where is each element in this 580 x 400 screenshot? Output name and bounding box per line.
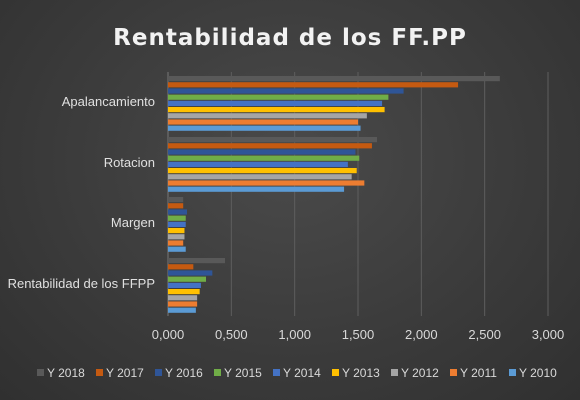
legend-swatch-2: [155, 369, 162, 376]
bar-margen-y-2018: [168, 197, 184, 203]
bar-margen-y-2014: [168, 221, 186, 227]
legend-label-1: Y 2017: [106, 366, 144, 380]
x-tick-label-1: 0,500: [215, 327, 248, 342]
x-tick-label-3: 1,500: [342, 327, 375, 342]
bar-rentabilidad-de-los-ffpp-y-2018: [168, 258, 225, 264]
bar-rentabilidad-de-los-ffpp-y-2012: [168, 295, 198, 301]
bar-rotacion-y-2016: [168, 149, 356, 155]
legend-swatch-6: [391, 369, 398, 376]
x-tick-label-6: 3,000: [532, 327, 565, 342]
legend-swatch-0: [37, 369, 44, 376]
x-tick-label-4: 2,000: [405, 327, 438, 342]
legend-label-8: Y 2010: [519, 366, 557, 380]
bar-margen-y-2015: [168, 215, 186, 221]
bar-rotacion-y-2015: [168, 155, 360, 161]
bar-rentabilidad-de-los-ffpp-y-2015: [168, 276, 206, 282]
bars: [168, 76, 500, 313]
category-label-1: Rotacion: [104, 155, 155, 170]
bar-apalancamiento-y-2011: [168, 119, 358, 125]
bar-rotacion-y-2010: [168, 186, 345, 192]
bar-rentabilidad-de-los-ffpp-y-2016: [168, 270, 213, 276]
bar-margen-y-2013: [168, 228, 185, 234]
legend-swatch-3: [214, 369, 221, 376]
bar-apalancamiento-y-2012: [168, 113, 367, 119]
category-label-3: Rentabilidad de los FFPP: [8, 276, 155, 291]
bar-apalancamiento-y-2017: [168, 82, 459, 88]
x-tick-label-2: 1,000: [278, 327, 311, 342]
legend-swatch-1: [96, 369, 103, 376]
category-labels: Apalancamiento Rotacion Margen Rentabilidad…: [8, 94, 155, 291]
bar-apalancamiento-y-2014: [168, 100, 383, 106]
bar-margen-y-2012: [168, 234, 185, 240]
bar-rentabilidad-de-los-ffpp-y-2011: [168, 301, 198, 307]
legend-label-5: Y 2013: [342, 366, 380, 380]
bar-rotacion-y-2014: [168, 161, 348, 167]
legend-label-0: Y 2018: [47, 366, 85, 380]
bar-rentabilidad-de-los-ffpp-y-2017: [168, 264, 194, 270]
x-tick-label-5: 2,500: [468, 327, 501, 342]
gridlines: [167, 72, 549, 316]
bar-rentabilidad-de-los-ffpp-y-2010: [168, 307, 196, 313]
bar-apalancamiento-y-2018: [168, 76, 500, 82]
bar-margen-y-2017: [168, 203, 184, 209]
bar-apalancamiento-y-2016: [168, 88, 404, 94]
bar-rotacion-y-2013: [168, 168, 357, 174]
legend-label-6: Y 2012: [401, 366, 439, 380]
bar-rotacion-y-2017: [168, 143, 372, 149]
bar-rotacion-y-2018: [168, 137, 377, 143]
legend-label-2: Y 2016: [165, 366, 203, 380]
bar-apalancamiento-y-2015: [168, 94, 389, 100]
bar-rotacion-y-2012: [168, 174, 352, 180]
legend-label-3: Y 2015: [224, 366, 262, 380]
legend-swatch-4: [273, 369, 280, 376]
legend-swatch-8: [509, 369, 516, 376]
bar-margen-y-2011: [168, 240, 184, 246]
chart-title: Rentabilidad de los FF.PP: [113, 25, 467, 51]
bar-margen-y-2016: [168, 209, 187, 215]
legend: Y 2018 Y 2017 Y 2016 Y 2015 Y 2014 Y 2013 Y 20…: [37, 366, 557, 380]
bar-rentabilidad-de-los-ffpp-y-2013: [168, 289, 200, 295]
x-tick-label-0: 0,000: [152, 327, 185, 342]
category-label-0: Apalancamiento: [62, 94, 155, 109]
bar-apalancamiento-y-2010: [168, 125, 361, 131]
bar-rotacion-y-2011: [168, 180, 365, 186]
legend-label-7: Y 2011: [460, 366, 497, 380]
bar-apalancamiento-y-2013: [168, 107, 385, 113]
bar-margen-y-2010: [168, 246, 186, 252]
category-label-2: Margen: [111, 215, 155, 230]
legend-swatch-5: [332, 369, 339, 376]
legend-swatch-7: [450, 369, 457, 376]
x-tick-labels: 0,000 0,500 1,000 1,500 2,000 2,500 3,000: [152, 327, 565, 342]
bar-rentabilidad-de-los-ffpp-y-2014: [168, 282, 201, 288]
legend-label-4: Y 2014: [283, 366, 321, 380]
